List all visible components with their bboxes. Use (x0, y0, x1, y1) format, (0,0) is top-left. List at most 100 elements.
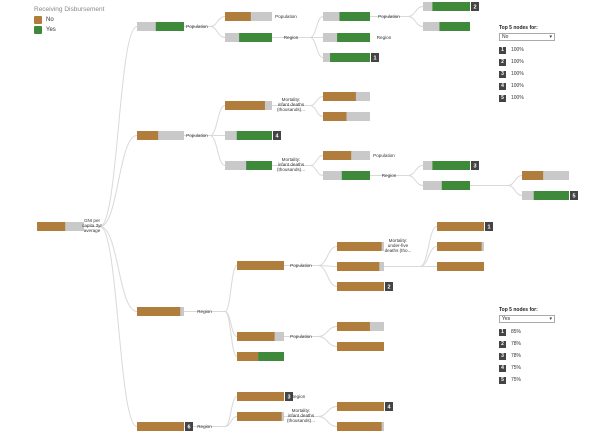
node-bar-yes (439, 22, 470, 31)
node-split-label: Region (382, 173, 397, 178)
node-bar-yes (246, 161, 272, 170)
list-item[interactable]: 1 100% (499, 44, 561, 56)
node-rank-label: 6 (187, 425, 190, 431)
node-bar-no (323, 92, 356, 101)
node-bar-no (337, 262, 380, 271)
legend-item-no[interactable]: No (34, 15, 104, 25)
list-item[interactable]: 5 100% (499, 92, 561, 104)
node-bar-no (437, 242, 482, 251)
node-bar-no (323, 112, 347, 121)
node-split-label: Region (197, 309, 212, 314)
node-split-label: Region (377, 35, 392, 40)
node-bar-yes (341, 171, 370, 180)
node-split-label: Mortality: (282, 157, 301, 162)
node-bar-no (237, 261, 284, 270)
legend-title: Receiving Disbursement (34, 6, 105, 13)
chevron-down-icon: ▾ (549, 34, 552, 40)
node-bar-no (137, 307, 181, 316)
node-bar-no (337, 322, 370, 331)
node-split-label: GNI per (84, 218, 101, 223)
tree-link (184, 26, 226, 38)
legend-swatch-no (34, 16, 42, 24)
class-select-value: No (502, 34, 509, 40)
legend-swatch-yes (34, 26, 42, 34)
node-rank-label: 5 (572, 194, 575, 200)
class-select[interactable]: Yes ▾ (499, 315, 555, 323)
node-bar-no (225, 12, 251, 21)
node-bar-no (37, 222, 66, 231)
rank-badge: 1 (499, 328, 506, 336)
rank-value: 78% (511, 341, 522, 347)
list-item[interactable]: 4 100% (499, 80, 561, 92)
list-item[interactable]: 2 78% (499, 338, 561, 350)
list-item[interactable]: 4 75% (499, 362, 561, 374)
list-item[interactable]: 1 85% (499, 326, 561, 338)
node-bar-no (137, 131, 159, 140)
legend-item-yes[interactable]: Yes (34, 25, 104, 35)
rank-badge: 5 (499, 94, 506, 102)
node-split-label: Region (197, 424, 212, 429)
legend-label-yes: Yes (46, 27, 56, 33)
node-split-label: Population (290, 263, 312, 268)
node-bar-yes (432, 161, 470, 170)
rank-badge: 3 (499, 352, 506, 360)
tree-link (184, 135, 226, 166)
node-bar-no (225, 101, 265, 110)
node-bar-no (337, 422, 382, 431)
node-split-label: under-five (388, 243, 409, 248)
node-rank-label: 3 (287, 395, 290, 401)
tree-link (470, 185, 523, 196)
tree-link (284, 336, 338, 347)
node-split-label: infant deaths (288, 413, 315, 418)
rank-value: 100% (511, 71, 524, 77)
node-bar-background (137, 131, 184, 140)
class-select[interactable]: No ▾ (499, 33, 555, 41)
node-rank-label: 4 (275, 134, 279, 140)
rank-badge: 3 (499, 70, 506, 78)
node-bar-no (337, 282, 384, 291)
node-bar-yes (533, 191, 569, 200)
node-bar-no (437, 222, 484, 231)
node-split-label: Mortality: (389, 238, 408, 243)
node-split-label: (thousands)... (277, 167, 305, 172)
node-split-label: (thousands)... (277, 107, 305, 112)
tree-link (84, 226, 138, 427)
node-bar-yes (330, 53, 370, 62)
panel-title: Top 5 nodes for: (499, 25, 538, 31)
node-rank-badge (385, 282, 393, 291)
node-bar-yes (236, 131, 272, 140)
node-rank-label: 4 (387, 405, 391, 411)
class-select-value: Yes (502, 316, 511, 322)
rank-value: 100% (511, 83, 524, 89)
node-split-label: Population (373, 153, 395, 158)
tree-link (272, 165, 324, 176)
tree-link (84, 135, 138, 227)
node-rank-badge (371, 53, 379, 62)
node-bar-no (137, 422, 184, 431)
node-split-label: Mortality: (292, 408, 311, 413)
tree-link (272, 105, 324, 117)
node-bar-yes (337, 33, 370, 42)
node-bar-no (522, 171, 544, 180)
list-item[interactable]: 3 100% (499, 68, 561, 80)
list-item[interactable]: 2 100% (499, 56, 561, 68)
node-split-label: Region (284, 35, 299, 40)
tree-link (370, 175, 424, 186)
list-item[interactable]: 5 75% (499, 374, 561, 386)
legend-label-no: No (46, 17, 54, 23)
rank-badge: 4 (499, 82, 506, 90)
tree-link (272, 37, 324, 58)
rank-value: 100% (511, 95, 524, 101)
tree-link (84, 26, 138, 227)
node-bar-yes (155, 22, 184, 31)
node-rank-badge (471, 161, 479, 170)
node-bar-no (437, 262, 484, 271)
node-split-label: infant deaths (278, 102, 305, 107)
list-item[interactable]: 3 78% (499, 350, 561, 362)
node-rank-badge (471, 2, 479, 11)
tree-link (370, 16, 424, 27)
chevron-down-icon: ▾ (549, 316, 552, 322)
node-rank-badge (385, 402, 393, 411)
tree-link (284, 416, 338, 427)
